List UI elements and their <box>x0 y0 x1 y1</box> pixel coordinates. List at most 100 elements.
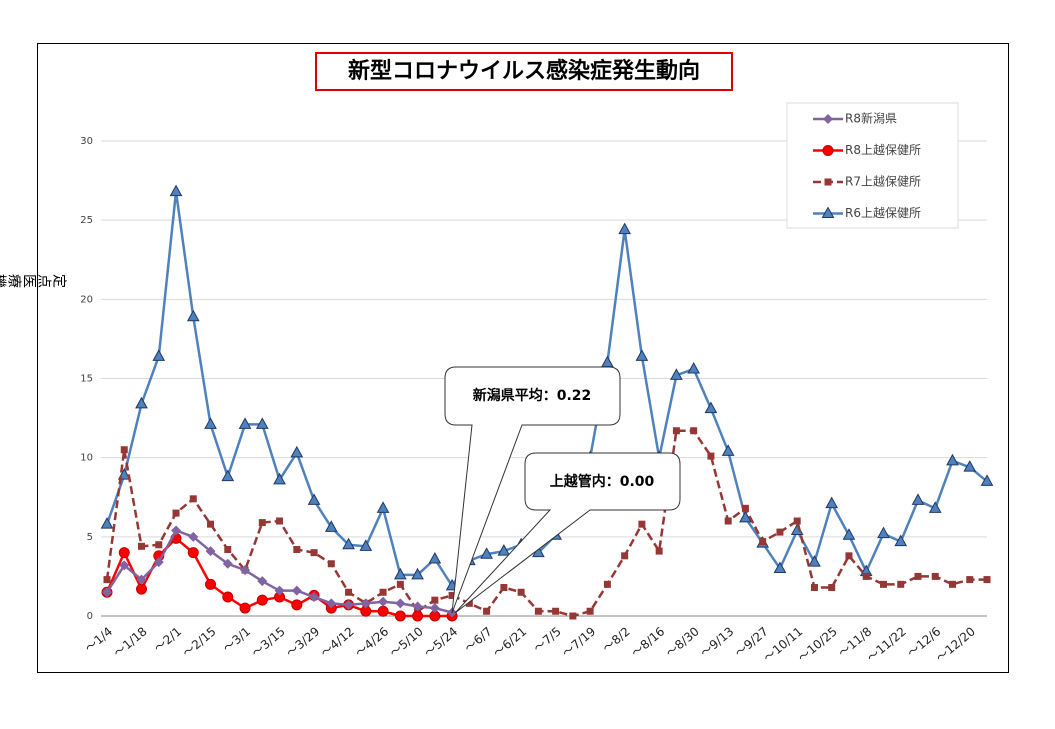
marker <box>862 572 870 580</box>
marker <box>155 541 163 549</box>
legend-label: R8上越保健所 <box>845 143 921 157</box>
marker <box>534 607 542 615</box>
marker <box>928 501 942 513</box>
marker <box>224 546 232 553</box>
y-tick-label: 20 <box>80 294 93 305</box>
marker <box>186 309 200 322</box>
marker <box>894 534 908 547</box>
callout <box>454 452 681 614</box>
marker <box>153 557 164 568</box>
y-tick-label: 30 <box>80 136 93 147</box>
marker <box>877 526 890 539</box>
marker <box>724 517 732 525</box>
marker <box>274 585 285 596</box>
marker <box>690 427 698 435</box>
marker <box>822 145 834 156</box>
marker <box>621 552 629 560</box>
marker <box>603 580 611 588</box>
marker <box>721 444 735 456</box>
marker <box>240 565 251 576</box>
marker <box>309 592 320 602</box>
marker <box>897 580 905 588</box>
marker <box>980 474 994 486</box>
marker <box>222 591 234 603</box>
marker <box>222 558 233 569</box>
marker <box>741 504 749 512</box>
marker <box>776 528 784 536</box>
marker <box>618 222 631 235</box>
marker <box>118 547 130 559</box>
marker <box>497 544 511 556</box>
marker <box>429 603 440 614</box>
marker <box>152 349 166 361</box>
series <box>100 184 994 591</box>
legend-label: R7上越保健所 <box>845 175 921 189</box>
marker <box>342 537 355 550</box>
marker <box>307 493 321 505</box>
marker <box>759 538 767 546</box>
marker <box>911 493 925 505</box>
marker <box>169 184 183 197</box>
marker <box>119 560 130 571</box>
marker <box>376 501 390 513</box>
legend-box <box>786 102 959 229</box>
title-box <box>315 52 733 91</box>
marker <box>221 469 235 482</box>
y-axis-label: 定点医療機関の患者数の平均 <box>0 272 67 288</box>
marker <box>136 583 148 595</box>
series-line <box>105 191 988 589</box>
marker <box>687 361 701 374</box>
marker <box>327 560 335 568</box>
marker <box>480 547 493 559</box>
marker <box>670 368 683 380</box>
marker <box>810 584 818 591</box>
marker <box>396 580 404 588</box>
marker <box>205 546 216 557</box>
marker <box>793 517 801 525</box>
marker <box>103 576 111 584</box>
marker <box>100 517 114 529</box>
marker <box>966 576 974 584</box>
marker <box>238 417 252 429</box>
chart-title: 新型コロナウイルス感染症発生動向 <box>348 58 700 84</box>
marker <box>500 584 508 591</box>
marker <box>102 587 112 598</box>
lines <box>100 184 994 622</box>
marker <box>188 531 199 542</box>
marker <box>411 567 424 580</box>
marker <box>825 496 839 509</box>
marker <box>672 427 680 435</box>
marker <box>276 517 284 525</box>
marker <box>517 588 525 596</box>
marker <box>290 445 304 458</box>
marker <box>393 567 407 580</box>
marker <box>395 598 406 609</box>
marker <box>845 552 853 560</box>
marker <box>239 602 251 614</box>
marker <box>171 525 182 536</box>
marker <box>842 528 856 540</box>
marker <box>739 510 752 523</box>
marker <box>291 585 302 596</box>
marker <box>257 576 268 587</box>
series-line <box>105 429 987 618</box>
marker <box>138 542 146 550</box>
marker <box>204 417 217 429</box>
marker <box>824 178 832 186</box>
marker <box>428 551 442 564</box>
marker <box>828 584 836 591</box>
marker <box>808 555 821 567</box>
marker <box>465 599 473 607</box>
marker <box>291 599 303 611</box>
marker <box>431 596 439 604</box>
marker <box>946 453 959 466</box>
legend: R8新潟県 R8上越保健所 R7上越保健所 R6上越保健所 <box>813 111 921 220</box>
marker <box>172 509 180 517</box>
marker <box>448 591 456 599</box>
marker <box>120 446 128 454</box>
marker <box>704 401 718 414</box>
marker <box>569 612 577 620</box>
marker <box>655 547 663 555</box>
